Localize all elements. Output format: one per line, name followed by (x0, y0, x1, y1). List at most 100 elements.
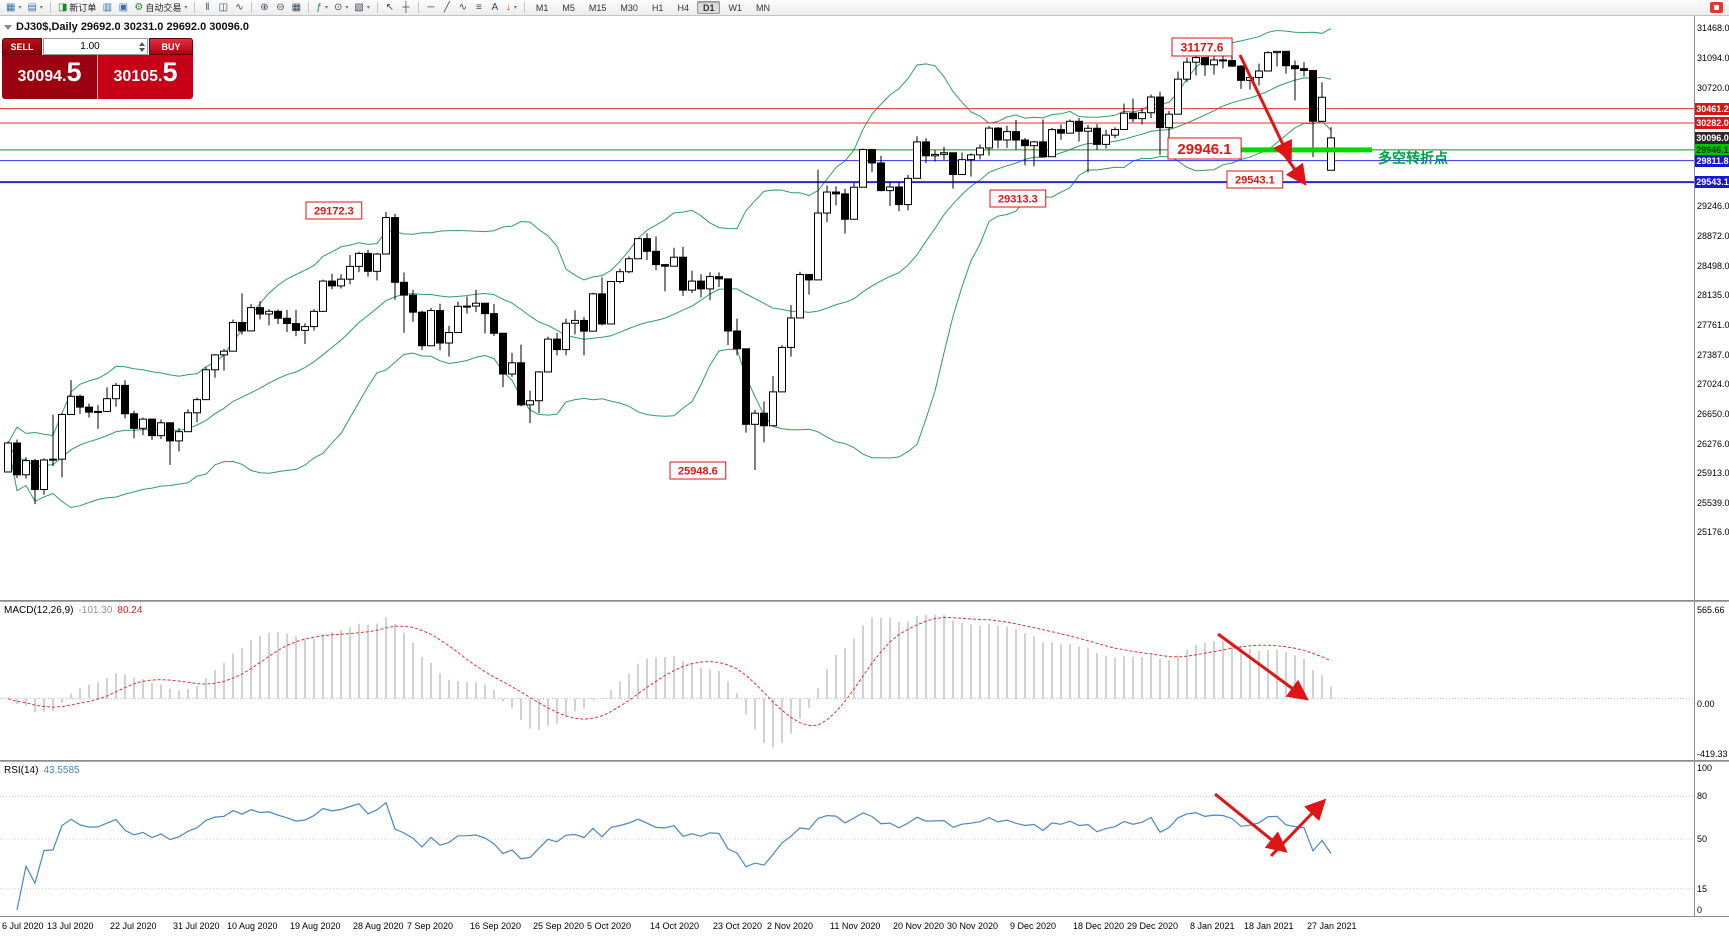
timeframe-m30-button[interactable]: M30 (620, 2, 638, 13)
timeframe-w1-button[interactable]: W1 (728, 2, 742, 13)
algo-trading-dropdown-icon[interactable]: ▾ (184, 5, 188, 11)
arrows-tool-icon: ↓ (505, 1, 511, 13)
ask-price: 30105. (113, 68, 163, 85)
macd-scale-tick: -419.33 (1697, 749, 1728, 759)
panel-divider[interactable] (0, 600, 1729, 602)
periods-button[interactable]: ⊙ ▾ (331, 1, 351, 15)
price-annotation-text: 29543.1 (1235, 174, 1275, 186)
price-line-label: 29811.8 (1695, 154, 1729, 167)
market-watch-button[interactable]: ▥ (99, 1, 115, 15)
sell-button[interactable]: SELL (2, 38, 42, 55)
wave-tool-button[interactable]: ∿ (455, 1, 471, 15)
timeframe-buttons: M1 M5 M15 M30 H1 H4 D1 W1 MN (529, 0, 777, 15)
zoom-out-icon: ⊖ (276, 1, 285, 13)
new-chart-button[interactable]: ▦ ▾ (3, 1, 24, 15)
volume-spinner[interactable] (139, 41, 145, 52)
price-annotation-box (989, 189, 1047, 208)
timeframe-h4-button[interactable]: H4 (677, 2, 689, 13)
volume-field[interactable]: 1.00 (43, 38, 148, 55)
price-tick: 28872.0 (1697, 230, 1729, 241)
zoom-in-button[interactable]: ⊕ (256, 1, 272, 15)
toolbar-separator (376, 2, 378, 13)
ask-price-panel[interactable]: 30105. 5 (98, 55, 193, 99)
volume-down-icon[interactable] (139, 47, 145, 52)
horizontal-line-tool-button[interactable]: ─ (423, 1, 439, 15)
price-tick: 27024.0 (1697, 378, 1729, 389)
chart-title-text: DJ30$,Daily 29692.0 30231.0 29692.0 3009… (16, 21, 250, 33)
indicators-icon: ƒ (316, 1, 322, 13)
indicators-dropdown-icon[interactable]: ▾ (324, 5, 328, 11)
rsi-label: RSI(14) 43.5585 (4, 765, 80, 776)
date-label: 2 Nov 2020 (767, 921, 814, 931)
chart-title: DJ30$,Daily 29692.0 30231.0 29692.0 3009… (4, 21, 249, 33)
new-chart-dropdown-icon[interactable]: ▾ (18, 5, 22, 11)
time-scale[interactable]: 6 Jul 2020 13 Jul 2020 22 Jul 2020 31 Jul 2… (0, 916, 1729, 940)
timeframe-mn-button[interactable]: MN (755, 2, 770, 13)
timeframe-m5-button[interactable]: M5 (562, 2, 575, 13)
indicators-button[interactable]: ƒ ▾ (313, 1, 331, 15)
rsi-name: RSI(14) (4, 765, 39, 776)
price-annotation-box (1167, 137, 1242, 160)
trendline-tool-button[interactable]: ╱ (439, 1, 455, 15)
macd-scale-tick: 565.66 (1697, 605, 1725, 615)
toolbar-separator (49, 2, 51, 13)
data-window-button[interactable]: ▣ (115, 1, 131, 15)
bid-price: 30094. (17, 68, 67, 85)
date-label: 20 Nov 2020 (893, 921, 945, 931)
tile-windows-button[interactable]: ▦ (288, 1, 304, 15)
line-chart-button[interactable]: ∿ (231, 1, 247, 15)
periods-dropdown-icon[interactable]: ▾ (345, 5, 349, 11)
price-tick: 27761.0 (1697, 319, 1729, 330)
algo-trading-label: 自动交易 (145, 3, 182, 13)
date-label: 30 Nov 2020 (947, 921, 999, 931)
text-tool-button[interactable]: A (487, 1, 503, 15)
timeframe-m15-button[interactable]: M15 (588, 2, 607, 13)
bid-price-panel[interactable]: 30094. 5 (2, 55, 98, 99)
horizontal-lines[interactable] (0, 108, 1694, 184)
date-label: 22 Jul 2020 (110, 921, 157, 931)
date-label: 11 Nov 2020 (830, 921, 881, 931)
cursor-arrow-button[interactable]: ↖ (382, 1, 398, 15)
price-tick: 28498.0 (1697, 260, 1729, 271)
price-annotation-text: 29172.3 (314, 205, 354, 217)
templates-dropdown-icon[interactable]: ▾ (366, 5, 370, 11)
toolbar-buttons: ▦ ▾ ▤ ▾ ◨ 新订单 ▥ ▣ ⚙ 自动交易 ▾ ‖ ◫ ∿ ⊕ ⊖ ▦ ƒ ▾ ⊙ ▾ ▧ ▾ ↖ ┼ ─ ╱ ∿ ≡ A ↓ ▾ (3, 0, 520, 15)
trend-arrow (1269, 798, 1327, 858)
arrows-tool-button[interactable]: ↓ ▾ (503, 1, 520, 15)
timeframe-h1-button[interactable]: H1 (651, 2, 664, 13)
volume-up-icon[interactable] (139, 41, 145, 46)
price-annotation-text: 29313.3 (998, 193, 1038, 205)
channel-tool-button[interactable]: ≡ (471, 1, 487, 15)
bar-chart-button[interactable]: ‖ (199, 1, 215, 15)
chart-profiles-dropdown-icon[interactable]: ▾ (39, 5, 43, 11)
date-label: 18 Dec 2020 (1073, 921, 1125, 931)
one-click-collapse-icon[interactable] (4, 24, 12, 30)
price-scale[interactable]: 31468.0 31094.0 30720.0 29246.0 28872.0 28498… (1694, 16, 1729, 940)
rsi-scale-tick: 15 (1697, 883, 1708, 894)
timeframe-d1-button[interactable]: D1 (696, 1, 721, 14)
chart-profiles-button[interactable]: ▤ ▾ (24, 1, 45, 15)
arrows-tool-dropdown-icon[interactable]: ▾ (513, 5, 517, 11)
volume-value[interactable]: 1.00 (80, 41, 100, 52)
date-label: 28 Aug 2020 (353, 921, 404, 931)
price-annotation-text: 31177.6 (1181, 40, 1224, 54)
templates-button[interactable]: ▧ ▾ (351, 1, 372, 15)
price-tick: 25176.0 (1697, 526, 1729, 537)
new-order-button[interactable]: ◨ 新订单 (55, 1, 99, 15)
date-label: 6 Jul 2020 (2, 921, 44, 931)
algo-trading-button[interactable]: ⚙ 自动交易 ▾ (131, 1, 190, 15)
macd-name: MACD(12,26,9) (4, 605, 74, 616)
notification-badge[interactable] (1710, 2, 1723, 13)
line-chart-icon: ∿ (235, 1, 244, 13)
buy-button[interactable]: BUY (149, 38, 193, 55)
price-tick: 28135.0 (1697, 289, 1729, 300)
candles (4, 50, 1335, 505)
timeframe-m1-button[interactable]: M1 (535, 2, 549, 13)
panel-divider[interactable] (0, 760, 1729, 762)
zoom-out-button[interactable]: ⊖ (272, 1, 288, 15)
candlestick-chart-button[interactable]: ◫ (215, 1, 231, 15)
annotations[interactable]: 31177.6 29946.1 29543.1 29313.3 29172.3 25948… (305, 37, 1448, 858)
toolbar: ▦ ▾ ▤ ▾ ◨ 新订单 ▥ ▣ ⚙ 自动交易 ▾ ‖ ◫ ∿ ⊕ ⊖ ▦ ƒ ▾ ⊙ ▾ ▧ ▾ ↖ ┼ ─ ╱ ∿ ≡ A ↓ ▾ M1… (0, 0, 1729, 16)
crosshair-button[interactable]: ┼ (398, 1, 414, 15)
